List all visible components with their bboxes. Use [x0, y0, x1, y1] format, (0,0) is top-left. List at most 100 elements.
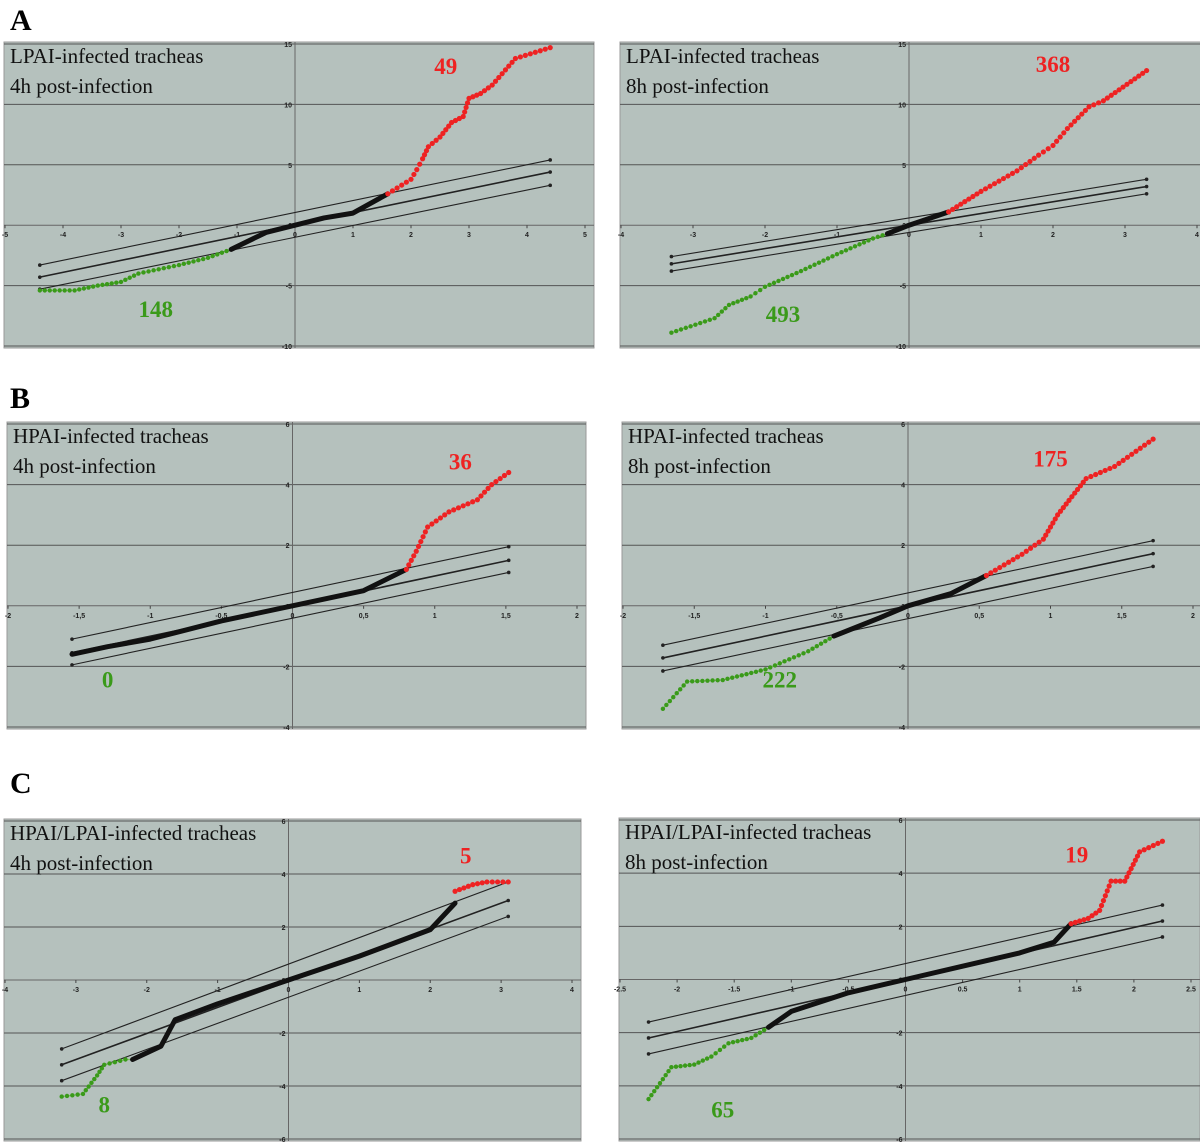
down-gene-point: [92, 1076, 97, 1082]
down-gene-point: [713, 1051, 718, 1056]
up-gene-point: [1036, 539, 1042, 545]
down-gene-point: [112, 1059, 118, 1065]
down-gene-point: [692, 1062, 697, 1067]
x-tick-label: 5: [583, 232, 587, 239]
down-gene-point: [735, 299, 740, 304]
up-gene-point: [506, 469, 512, 476]
up-gene-point: [479, 880, 485, 886]
up-gene-point: [493, 478, 499, 485]
up-gene-point: [465, 883, 471, 889]
down-gene-point: [75, 1092, 80, 1097]
down-gene-point: [682, 1063, 688, 1068]
up-gene-point: [446, 123, 452, 129]
down-gene-point: [722, 1044, 727, 1049]
reference-line-endpoint: [70, 663, 74, 667]
up-gene-point: [1150, 436, 1156, 442]
reference-line-endpoint: [548, 170, 552, 174]
y-tick-label: -2: [899, 664, 905, 671]
up-gene-point: [1132, 76, 1138, 82]
up-gene-point: [1081, 917, 1087, 923]
downregulated-count: 65: [711, 1098, 734, 1123]
down-gene-point: [739, 297, 745, 303]
up-gene-point: [1077, 918, 1083, 924]
up-gene-point: [470, 882, 476, 888]
down-gene-point: [717, 1047, 723, 1053]
up-gene-point: [983, 572, 989, 579]
down-gene-point: [772, 663, 778, 668]
x-tick-label: 0: [293, 232, 297, 239]
y-tick-label: -4: [279, 1084, 285, 1091]
down-gene-point: [723, 306, 728, 311]
down-gene-point: [861, 240, 867, 245]
up-gene-point: [1089, 913, 1095, 919]
down-gene-point: [798, 268, 804, 274]
reference-line-endpoint: [506, 558, 511, 563]
up-gene-point: [1061, 130, 1067, 136]
down-gene-point: [812, 262, 817, 267]
up-gene-point: [1027, 158, 1033, 165]
x-tick-label: 3: [467, 232, 471, 239]
down-gene-point: [735, 1038, 740, 1044]
up-gene-point: [464, 100, 471, 106]
up-gene-point: [440, 130, 446, 136]
reference-line-endpoint: [59, 1078, 64, 1083]
up-gene-point: [1083, 475, 1089, 482]
up-gene-point: [462, 109, 468, 115]
panel-label-c: C: [10, 767, 32, 800]
reference-line-endpoint: [38, 275, 42, 279]
x-tick-label: 3: [499, 987, 503, 994]
up-gene-point: [1106, 883, 1112, 889]
up-gene-point: [1069, 494, 1075, 500]
x-tick-label: 2: [1191, 613, 1195, 620]
down-gene-point: [156, 267, 161, 272]
down-gene-point: [107, 1061, 112, 1066]
down-gene-point: [90, 284, 96, 289]
reference-line-endpoint: [1151, 538, 1155, 543]
panel-label-a: A: [10, 4, 32, 37]
up-gene-point: [460, 113, 466, 120]
up-gene-point: [517, 54, 523, 60]
down-gene-point: [696, 1060, 701, 1065]
down-gene-point: [166, 264, 172, 270]
up-gene-point: [1040, 536, 1046, 542]
x-tick-label: 0: [906, 613, 910, 620]
down-gene-point: [739, 1037, 745, 1043]
down-gene-point: [787, 657, 792, 662]
reference-line-endpoint: [38, 263, 42, 267]
x-tick-label: 4: [1195, 232, 1199, 239]
plot-area: [3, 41, 595, 349]
up-gene-point: [1060, 505, 1066, 511]
up-gene-point: [1100, 898, 1107, 904]
up-gene-point: [987, 183, 993, 189]
down-gene-point: [67, 288, 72, 293]
up-gene-point: [399, 182, 405, 188]
panel-title-line2: 4h post-infection: [13, 454, 156, 478]
down-gene-point: [700, 1058, 705, 1063]
up-gene-point: [1124, 454, 1131, 460]
down-gene-point: [716, 312, 721, 318]
x-tick-label: 0,5: [974, 613, 984, 620]
up-gene-point: [954, 204, 960, 210]
down-gene-point: [681, 683, 686, 688]
downregulated-count: 148: [139, 297, 174, 322]
panel-title-line2: 8h post-infection: [625, 850, 768, 874]
down-gene-point: [700, 678, 705, 684]
reference-line-endpoint: [646, 1020, 651, 1024]
down-gene-point: [870, 236, 876, 241]
up-gene-point: [481, 489, 488, 495]
down-gene-point: [181, 261, 187, 267]
up-gene-point: [1141, 442, 1148, 448]
up-gene-point: [485, 85, 491, 91]
qq-plot-panel: -6-4-20246-4-3-2-101234HPAI/LPAI-infecte…: [2, 818, 582, 1144]
down-gene-point: [726, 1041, 731, 1046]
up-gene-point: [1108, 878, 1114, 884]
up-gene-point: [433, 137, 439, 143]
x-tick-label: 2: [1132, 987, 1136, 994]
x-tick-label: -1: [834, 232, 840, 239]
reference-line-endpoint: [661, 656, 665, 660]
down-gene-point: [673, 1064, 679, 1069]
y-tick-label: -10: [896, 344, 906, 351]
x-tick-label: 0.5: [958, 987, 968, 994]
up-gene-point: [411, 553, 417, 559]
reference-line-endpoint: [669, 262, 674, 266]
